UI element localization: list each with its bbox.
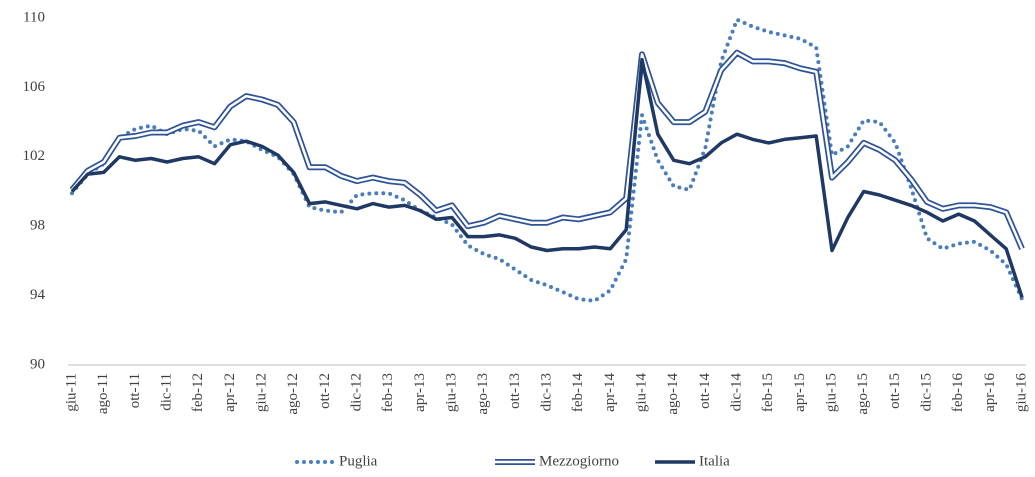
x-tick-label: apr-14 [602,373,618,412]
x-tick-label: apr-15 [792,373,808,412]
x-tick-label: apr-12 [222,373,238,412]
x-tick-label: giu-16 [1013,373,1029,413]
x-tick-label: giu-12 [253,373,269,412]
x-tick-label: ago-15 [855,373,871,415]
x-tick-label: giu-11 [63,373,79,412]
x-tick-label: ago-13 [475,373,491,415]
x-tick-label: ott-13 [507,373,523,409]
x-tick-label: ott-12 [317,373,333,409]
y-tick-label: 90 [30,356,45,372]
series-line [70,17,1024,303]
y-tick-label: 94 [30,287,46,303]
x-tick-label: ago-14 [665,373,681,415]
x-tick-label: dic-11 [158,373,174,411]
legend-label: Puglia [339,453,378,469]
legend-label: Italia [699,453,730,469]
x-tick-label: ott-15 [887,373,903,409]
x-tick-label: ago-11 [95,373,111,414]
x-tick-label: ago-12 [285,373,301,415]
x-tick-label: ott-14 [697,373,713,409]
x-tick-label: dic-13 [538,373,554,411]
x-tick-label: feb-14 [570,373,586,413]
legend-label: Mezzogiorno [539,453,619,469]
x-tick-label: apr-13 [412,373,428,412]
y-tick-label: 106 [23,79,46,95]
x-tick-label: giu-15 [823,373,839,412]
y-tick-label: 110 [23,9,45,25]
x-tick-label: dic-12 [348,373,364,411]
series-line [70,57,1024,298]
x-tick-label: feb-15 [760,373,776,412]
y-tick-label: 98 [30,218,45,234]
y-tick-label: 102 [23,148,46,164]
x-tick-label: apr-16 [982,373,998,412]
x-tick-label: giu-14 [633,373,649,413]
x-tick-label: dic-14 [728,373,744,412]
x-tick-label: ott-11 [127,373,143,408]
series-line-inner [71,51,1024,250]
x-tick-label: dic-15 [918,373,934,411]
x-tick-label: feb-13 [380,373,396,412]
x-tick-label: feb-12 [190,373,206,412]
x-tick-label: giu-13 [443,373,459,412]
x-tick-label: feb-16 [950,373,966,413]
